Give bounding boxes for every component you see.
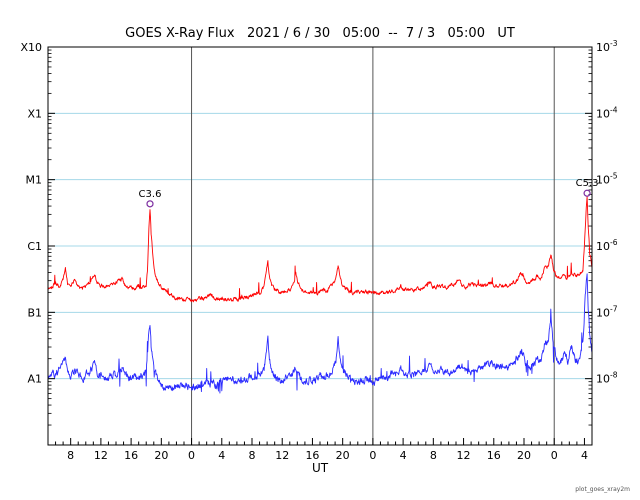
svg-text:8: 8 [67,449,74,462]
plot-frame [47,46,593,446]
flare-annotation: C5.3 [576,178,599,189]
svg-text:4: 4 [581,449,588,462]
svg-text:20: 20 [154,449,168,462]
svg-text:C1: C1 [27,240,42,253]
axis-ticks [47,49,593,445]
svg-text:0: 0 [551,449,558,462]
svg-text:10-7: 10-7 [596,304,618,319]
svg-text:8: 8 [249,449,256,462]
svg-text:A1: A1 [27,373,42,386]
flare-peak-marker [146,200,154,208]
svg-text:10-8: 10-8 [596,371,618,386]
decade-gridlines [48,112,592,380]
svg-text:12: 12 [94,449,108,462]
svg-text:16: 16 [124,449,138,462]
svg-text:X1: X1 [27,107,42,120]
svg-text:4: 4 [218,449,225,462]
svg-text:M1: M1 [26,174,43,187]
svg-text:16: 16 [305,449,319,462]
left-axis-labels: X10 X1 M1 C1 B1 A1 [20,41,42,386]
flare-markers: C3.6 C5.3 [139,178,599,208]
svg-text:12: 12 [457,449,471,462]
long-wavelength-series [47,196,593,303]
x-axis-title: UT [311,461,329,475]
svg-text:12: 12 [275,449,289,462]
svg-text:10-3: 10-3 [596,39,618,54]
svg-text:0: 0 [369,449,376,462]
flare-peak-marker [583,189,591,197]
svg-text:10-4: 10-4 [596,105,618,120]
day-boundary-lines [191,47,555,445]
svg-text:10-5: 10-5 [596,172,618,187]
flare-annotation: C3.6 [139,189,162,200]
x-tick-labels: 8 12 16 20 0 4 8 12 16 20 0 4 8 12 16 20 0 4 [67,449,588,462]
chart-title: GOES X-Ray Flux 2021 / 6 / 30 05:00 -- 7… [125,26,515,41]
right-axis-labels: 10-3 10-4 10-5 10-6 10-7 10-8 [596,39,618,386]
svg-text:4: 4 [400,449,407,462]
svg-text:8: 8 [430,449,437,462]
svg-text:B1: B1 [27,306,42,319]
svg-text:0: 0 [188,449,195,462]
svg-text:16: 16 [487,449,501,462]
svg-text:X10: X10 [20,41,42,54]
watermark: plot_goes_xray2m [575,486,630,493]
svg-text:20: 20 [517,449,531,462]
short-wavelength-series [47,273,593,394]
svg-text:20: 20 [336,449,350,462]
svg-text:10-6: 10-6 [596,238,618,253]
